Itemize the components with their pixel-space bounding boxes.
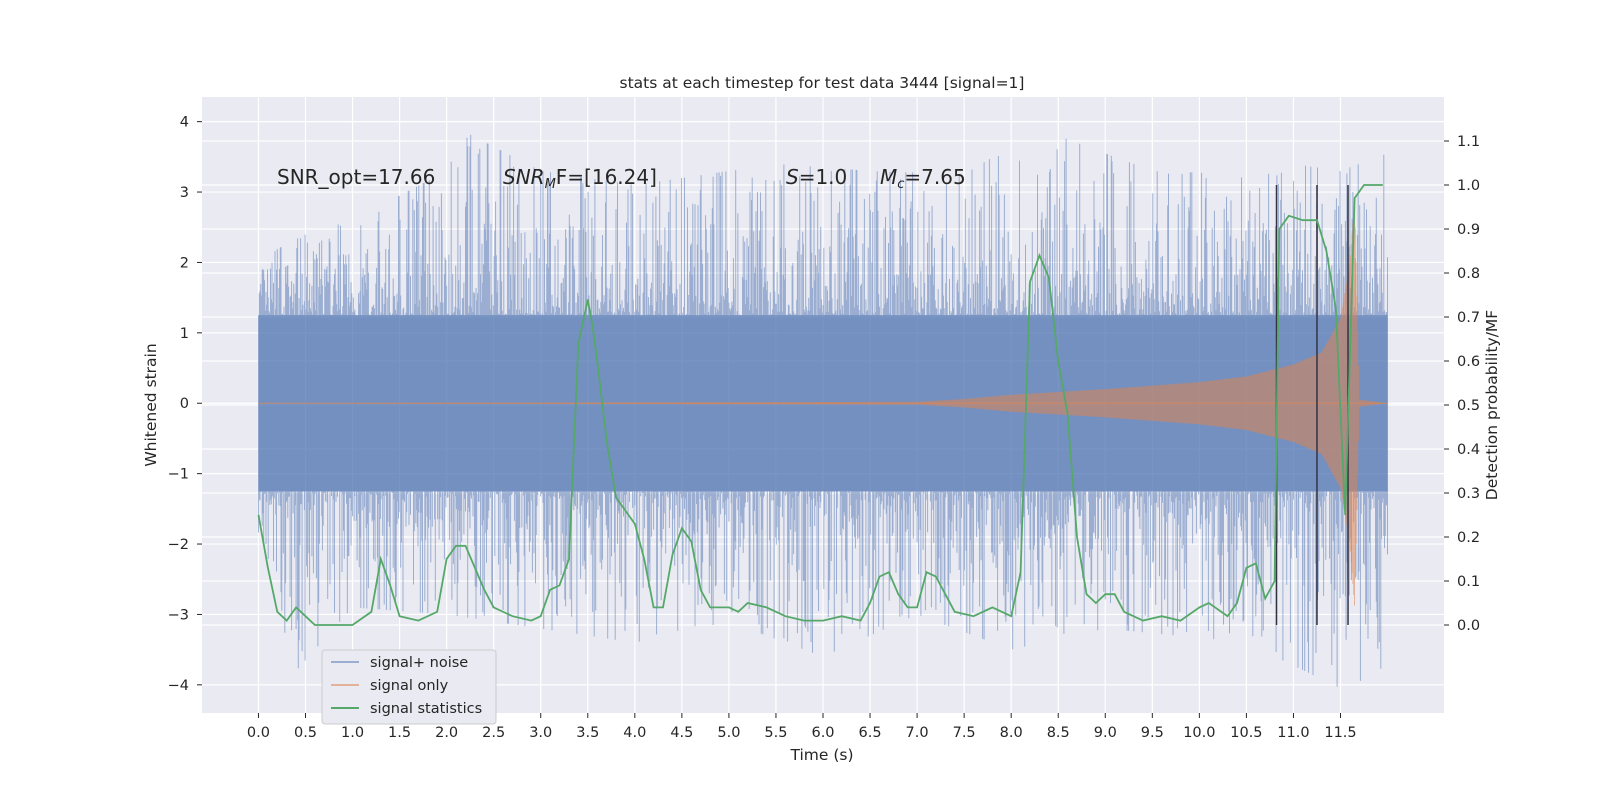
annotation-mc-name: M xyxy=(880,165,897,189)
y-tick-label: 3 xyxy=(180,185,189,201)
y-right-tick-label: 0.7 xyxy=(1457,310,1480,326)
y-axis-label: Whitened strain xyxy=(142,343,160,466)
annotation-snr-mf-rest: F=[16.24] xyxy=(556,165,657,189)
y-right-tick-labels: 1.1 1.0 0.9 0.8 0.7 0.6 0.5 0.4 0.3 0.2 0.1 0.0 xyxy=(1444,134,1480,634)
x-tick-label: 1.5 xyxy=(388,725,411,741)
y-tick-label: −3 xyxy=(168,607,189,623)
y-right-tick-label: 0.3 xyxy=(1457,486,1480,502)
legend: signal+ noise signal only signal statist… xyxy=(321,649,497,725)
x-tick-label: 7.5 xyxy=(953,725,976,741)
x-tick-label: 3.5 xyxy=(576,725,599,741)
annotation-snr-mf: SNRMF=[16.24] xyxy=(503,165,657,192)
x-tick-label: 10.0 xyxy=(1183,725,1215,741)
annotation-s-rest: =1.0 xyxy=(799,165,848,189)
legend-label-statistics: signal statistics xyxy=(370,701,482,717)
y-right-tick-label: 0.8 xyxy=(1457,266,1480,282)
annotation-mc-sub: c xyxy=(897,177,904,192)
y-tick-label: 1 xyxy=(180,326,189,342)
annotation-mc: Mc=7.65 xyxy=(880,165,966,192)
y-tick-label: 2 xyxy=(180,255,189,271)
y-right-tick-label: 0.0 xyxy=(1457,618,1480,634)
annotation-snr-mf-name: SNR xyxy=(503,165,545,189)
y-tick-label: −4 xyxy=(168,678,189,694)
annotation-s-name: S xyxy=(786,165,799,189)
x-tick-label: 9.5 xyxy=(1141,725,1164,741)
signal-series xyxy=(258,200,1388,606)
x-tick-label: 2.5 xyxy=(482,725,505,741)
x-tick-label: 3.0 xyxy=(529,725,552,741)
x-tick-label: 1.0 xyxy=(341,725,364,741)
x-tick-label: 4.0 xyxy=(623,725,646,741)
statistics-series xyxy=(257,184,1383,626)
x-tick-labels: 0.0 0.5 1.0 1.5 2.0 2.5 3.0 3.5 4.0 4.5 5.0 5.5 6.0 6… xyxy=(247,713,1357,741)
y-right-tick-label: 1.0 xyxy=(1457,178,1480,194)
x-tick-label: 10.5 xyxy=(1230,725,1262,741)
x-tick-label: 11.0 xyxy=(1277,725,1309,741)
y-tick-label: 4 xyxy=(180,115,189,131)
y-right-tick-label: 0.1 xyxy=(1457,574,1480,590)
x-tick-label: 4.5 xyxy=(670,725,693,741)
x-tick-label: 11.5 xyxy=(1324,725,1356,741)
x-tick-label: 6.0 xyxy=(811,725,834,741)
y-right-tick-label: 1.1 xyxy=(1457,134,1480,150)
statistics-line xyxy=(257,184,1383,626)
y-right-tick-label: 0.4 xyxy=(1457,442,1480,458)
legend-box xyxy=(321,649,497,725)
x-tick-label: 0.0 xyxy=(247,725,270,741)
y-right-tick-label: 0.5 xyxy=(1457,398,1480,414)
y-tick-label: −2 xyxy=(168,537,189,553)
legend-label-noise: signal+ noise xyxy=(370,655,468,671)
x-tick-label: 0.5 xyxy=(294,725,317,741)
y-right-tick-label: 0.6 xyxy=(1457,354,1480,370)
x-tick-label: 7.0 xyxy=(906,725,929,741)
x-tick-label: 8.0 xyxy=(1000,725,1023,741)
annotation-mc-rest: =7.65 xyxy=(904,165,965,189)
chart-title: stats at each timestep for test data 344… xyxy=(620,74,1025,92)
x-tick-label: 8.5 xyxy=(1047,725,1070,741)
legend-label-signal: signal only xyxy=(370,678,449,694)
x-tick-label: 9.0 xyxy=(1094,725,1117,741)
y-right-axis-label: Detection probability/MF xyxy=(1483,310,1501,501)
annotation-snr-opt: SNR_opt=17.66 xyxy=(277,165,435,189)
annotation-snr-mf-sub: M xyxy=(545,177,556,192)
y-right-tick-label: 0.2 xyxy=(1457,530,1480,546)
annotation-s: S=1.0 xyxy=(786,165,847,189)
y-tick-labels: 4 3 2 1 0 −1 −2 −3 −4 xyxy=(168,115,202,694)
x-tick-label: 5.5 xyxy=(764,725,787,741)
x-tick-label: 5.0 xyxy=(717,725,740,741)
x-tick-label: 2.0 xyxy=(435,725,458,741)
y-right-tick-label: 0.9 xyxy=(1457,222,1480,238)
x-axis-label: Time (s) xyxy=(789,746,853,764)
y-tick-label: 0 xyxy=(180,396,189,412)
y-tick-label: −1 xyxy=(168,467,189,483)
x-tick-label: 6.5 xyxy=(859,725,882,741)
